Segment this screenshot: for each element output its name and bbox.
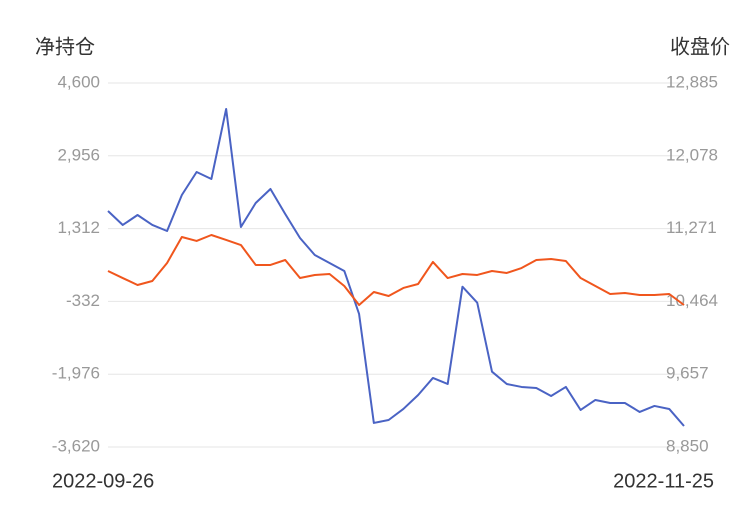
series-line: [107, 234, 685, 307]
y2-tick-label: 12,078: [666, 145, 718, 164]
series-line: [107, 107, 685, 427]
y-tick-label: -1,976: [52, 364, 100, 383]
y2-tick-label: 12,885: [666, 72, 718, 91]
y-tick-label: 1,312: [57, 218, 100, 237]
y2-tick-label: 8,850: [666, 436, 709, 455]
y-tick-label: -3,620: [52, 436, 100, 455]
x-tick-label: 2022-09-26: [52, 470, 154, 492]
x-tick-label: 2022-11-25: [613, 470, 714, 492]
y-tick-label: 4,600: [57, 72, 100, 91]
y2-tick-label: 11,271: [666, 218, 717, 237]
y-axis-title: 净持仓: [35, 35, 95, 58]
y-tick-label: -332: [66, 291, 100, 310]
y-tick-label: 2,956: [57, 145, 100, 164]
y2-axis-title: 收盘价: [670, 35, 730, 58]
y2-tick-label: 10,464: [666, 291, 718, 310]
y2-tick-label: 9,657: [666, 364, 709, 383]
